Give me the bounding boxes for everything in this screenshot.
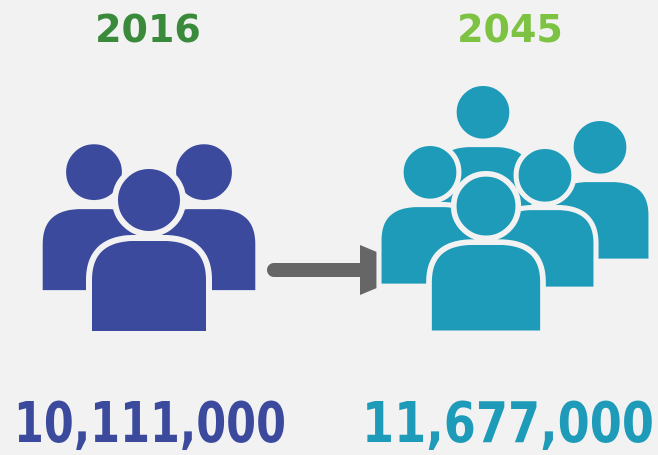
year-before: 2016 [95, 7, 201, 51]
population-after: 11,677,000 [362, 391, 654, 455]
population-before: 10,111,000 [14, 391, 286, 455]
year-after: 2045 [457, 7, 563, 51]
